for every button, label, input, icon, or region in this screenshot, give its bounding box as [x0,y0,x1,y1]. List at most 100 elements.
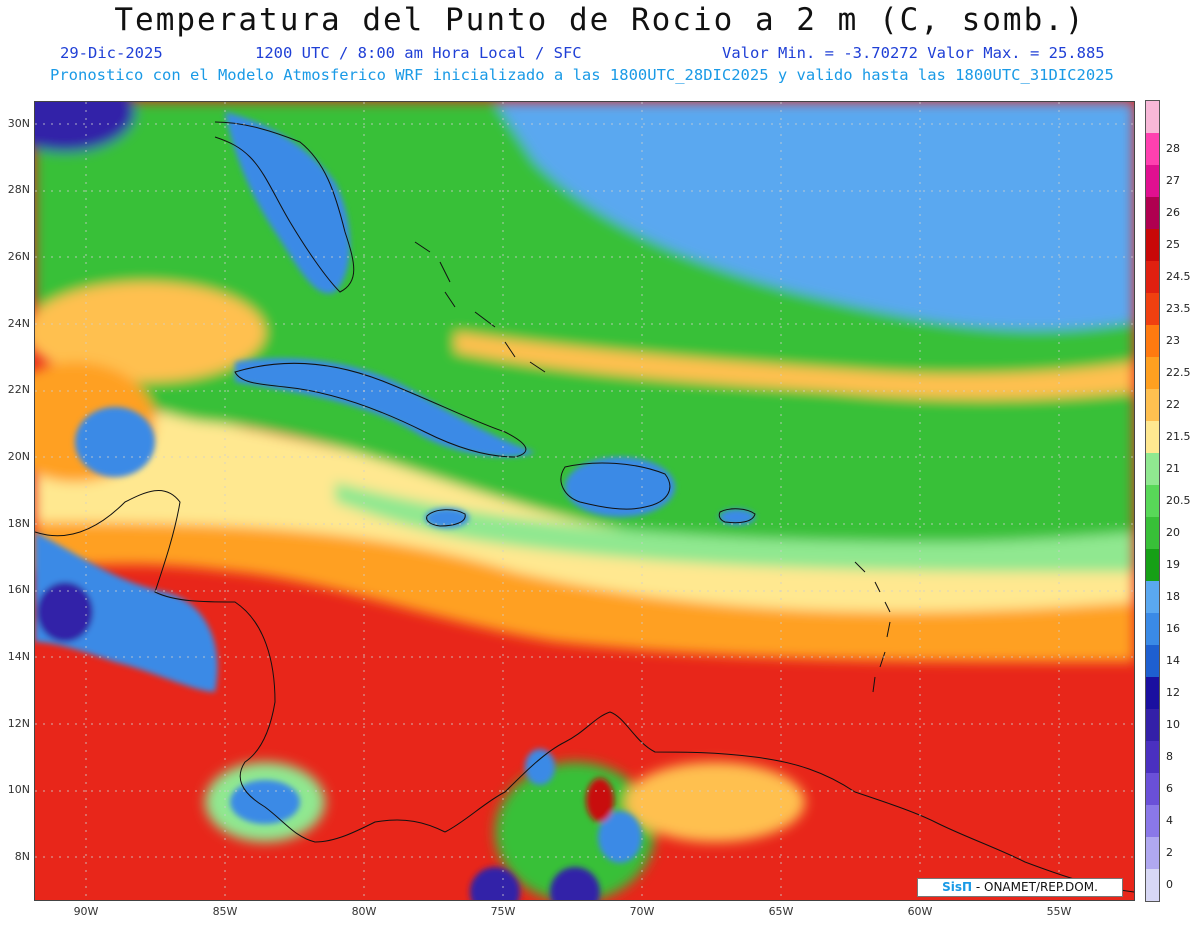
field-central-america-blue [35,532,218,692]
credit-text: - ONAMET/REP.DOM. [972,880,1098,894]
coast-central-america [35,489,446,843]
colorbar-level-label: 28 [1166,142,1180,155]
credit-box: SisΠ - ONAMET/REP.DOM. [917,878,1123,897]
colorbar-level-label: 22 [1166,398,1180,411]
field-maracaibo-red [586,778,614,822]
field-andes-south [598,811,642,863]
field-patch-gulf [35,282,265,382]
lat-label: 28N [7,183,30,196]
colorbar-cell [1146,549,1159,581]
colorbar-level-label: 8 [1166,750,1173,763]
coastlines [35,121,1134,893]
lat-label: 26N [7,250,30,263]
lat-label: 10N [7,783,30,796]
colorbar-cell [1146,485,1159,517]
colorbar-level-label: 20.5 [1166,494,1191,507]
lat-label: 24N [7,317,30,330]
colorbar-cell [1146,613,1159,645]
lat-label: 12N [7,717,30,730]
coast-puerto-rico [718,508,756,524]
colorbar-cell [1146,741,1159,773]
field-andes-north [525,749,555,785]
colorbar-level-label: 27 [1166,174,1180,187]
field-yucatan-blue [75,407,155,477]
colorbar-cell [1146,357,1159,389]
colorbar-cell [1146,677,1159,709]
colorbar-cell [1146,165,1159,197]
colorbar-cell [1146,837,1159,869]
colorbar-level-label: 19 [1166,558,1180,571]
colorbar-level-label: 25 [1166,238,1180,251]
lon-label: 75W [490,905,516,918]
dewpoint-map [34,101,1135,901]
colorbar-level-label: 14 [1166,654,1180,667]
lon-label: 70W [629,905,655,918]
colorbar-level-label: 20 [1166,526,1180,539]
colorbar-cell [1146,197,1159,229]
colorbar-level-label: 2 [1166,846,1173,859]
lat-label: 20N [7,450,30,463]
colorbar-level-label: 16 [1166,622,1180,635]
field-jamaica-blue [425,508,469,528]
colorbar-cell [1146,517,1159,549]
map-title: Temperatura del Punto de Rocio a 2 m (C,… [114,2,1086,38]
colorbar-cell [1146,581,1159,613]
field-hispaniola-blue [565,457,675,517]
field-colombia-green [495,762,655,900]
colorbar-level-label: 21 [1166,462,1180,475]
colorbar-cell [1146,773,1159,805]
colorbar-cell [1146,229,1159,261]
field-band-lightgreen [335,482,1134,572]
model-info: Pronostico con el Modelo Atmosferico WRF… [50,66,1114,84]
field-andes-blue [470,867,520,900]
colorbar-level-label: 18 [1166,590,1180,603]
colorbar-cell [1146,709,1159,741]
colorbar-level-label: 24.5 [1166,270,1191,283]
field-band-23n [455,332,1134,400]
coast-bahamas [414,241,546,373]
coast-jamaica [426,509,466,527]
colorbar [1145,100,1160,902]
colorbar-cell [1146,293,1159,325]
field-atlantic-blue [495,102,1134,331]
grid-lines [35,102,1134,900]
colorbar-level-label: 10 [1166,718,1180,731]
colorbar-level-label: 21.5 [1166,430,1191,443]
colorbar-level-label: 22.5 [1166,366,1191,379]
coast-florida [214,121,355,293]
colorbar-level-label: 4 [1166,814,1173,827]
colorbar-level-label: 12 [1166,686,1180,699]
forecast-time: 1200 UTC / 8:00 am Hora Local / SFC [255,44,582,62]
field-cold-corner [35,102,135,152]
colorbar-level-label: 26 [1166,206,1180,219]
colorbar-cell [1146,325,1159,357]
coast-south-america [444,711,1134,893]
lon-label: 80W [351,905,377,918]
lon-label: 55W [1046,905,1072,918]
field-costa-rica-blue [230,780,300,824]
min-max-values: Valor Min. = -3.70272 Valor Max. = 25.88… [722,44,1105,62]
colorbar-cell [1146,805,1159,837]
field-andes-blue-east [550,867,600,900]
colorbar-level-label: 23 [1166,334,1180,347]
colorbar-cell [1146,101,1159,133]
colorbar-cell [1146,453,1159,485]
colorbar-cell [1146,133,1159,165]
colorbar-level-label: 0 [1166,878,1173,891]
field-cuba-blue [235,358,535,457]
lat-label: 14N [7,650,30,663]
colorbar-level-label: 23.5 [1166,302,1191,315]
lon-label: 60W [907,905,933,918]
colorbar-cell [1146,389,1159,421]
lat-label: 18N [7,517,30,530]
lon-label: 65W [768,905,794,918]
colorbar-cell [1146,645,1159,677]
colorbar-cell [1146,421,1159,453]
field-land-lows [35,112,755,900]
coast-hispaniola [560,462,671,510]
field-guatemala-purple [37,582,93,642]
field-florida-blue [225,112,350,294]
coast-antilles [854,561,891,693]
colorbar-cell [1146,869,1159,901]
lat-label: 16N [7,583,30,596]
